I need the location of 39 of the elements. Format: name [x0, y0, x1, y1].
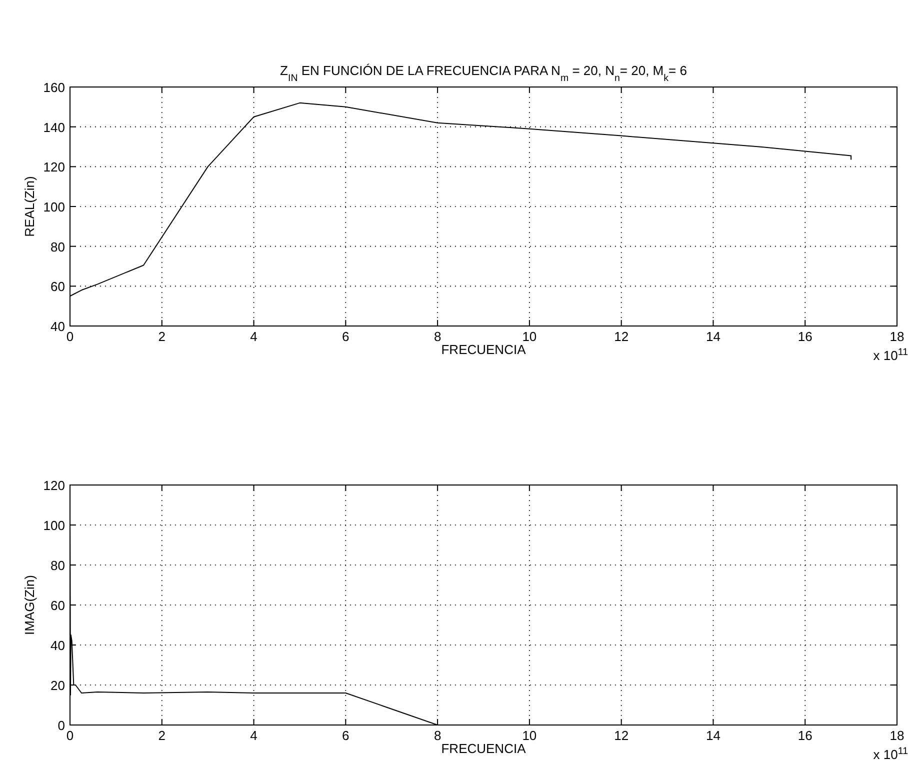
- x-tick-label: 8: [434, 728, 442, 743]
- x-tick-label: 18: [890, 728, 904, 743]
- x-tick-label: 4: [250, 329, 258, 344]
- x-tick-label: 14: [706, 329, 720, 344]
- y-tick-label: 80: [50, 239, 65, 254]
- x-tick-label: 16: [798, 728, 812, 743]
- x-tick-label: 2: [158, 728, 166, 743]
- x-tick-label: 8: [434, 329, 442, 344]
- x-tick-label: 18: [890, 329, 904, 344]
- y-tick-label: 120: [43, 478, 65, 493]
- chart-title: Z$_{IN}$ EN FUNCIÓN DE LA FRECUENCIA PARA N$_{m}$ = 20, N$_{n}$= 20, M$_{k}$= 6: [280, 63, 687, 84]
- y-tick-label: 100: [43, 518, 65, 533]
- x-tick-label: 2: [158, 329, 166, 344]
- y-axis-title: REAL(Zin): [22, 176, 37, 237]
- x-tick-label: 10: [522, 329, 537, 344]
- x-tick-label: 12: [614, 728, 629, 743]
- text: x 10$^{11}$: [873, 346, 908, 363]
- x-tick-label: 12: [614, 329, 629, 344]
- x-tick-label: 6: [342, 329, 350, 344]
- y-tick-label: 100: [43, 200, 65, 214]
- y-tick-label: 40: [50, 319, 65, 334]
- y-tick-label: 120: [43, 160, 65, 175]
- x-axis-title: FRECUENCIA: [441, 741, 526, 756]
- x-tick-label: 4: [250, 728, 258, 743]
- y-tick-label: 80: [50, 558, 65, 573]
- x-tick-label: 16: [798, 329, 812, 344]
- x-axis-title: FRECUENCIA: [441, 342, 526, 357]
- y-tick-label: 40: [50, 638, 65, 653]
- y-tick-label: 160: [43, 80, 65, 95]
- x-tick-label: 6: [342, 728, 350, 743]
- y-tick-label: 60: [50, 598, 65, 613]
- x-tick-label: 10: [522, 728, 537, 743]
- x-tick-label: 14: [706, 728, 720, 743]
- y-tick-label: 0: [58, 718, 65, 733]
- y-tick-label: 140: [43, 120, 65, 135]
- y-axis-title: IMAG(Zin): [22, 575, 37, 635]
- text: x 10$^{11}$: [873, 746, 908, 762]
- y-tick-label: 20: [50, 678, 65, 693]
- y-tick-label: 60: [50, 279, 65, 294]
